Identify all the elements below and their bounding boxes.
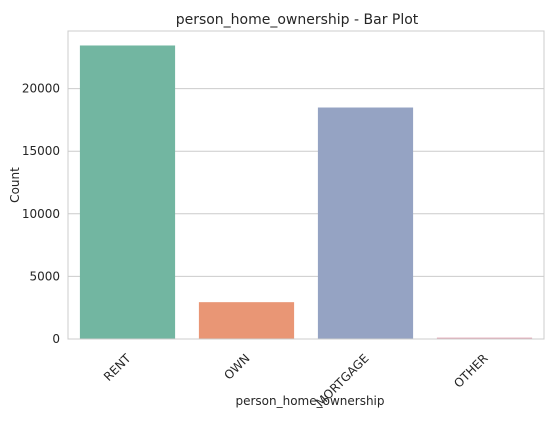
plot-frame — [67, 30, 545, 340]
chart-title: person_home_ownership - Bar Plot — [176, 12, 419, 28]
y-tick-label: 20000 — [22, 82, 60, 96]
x-axis-label: person_home_ownership — [235, 394, 384, 408]
bar-mortgage — [317, 107, 414, 339]
bars — [79, 45, 533, 339]
y-tick-labels: 0 5000 10000 15000 20000 — [22, 82, 60, 346]
y-tick-label: 5000 — [29, 269, 60, 283]
bar-other — [436, 337, 533, 339]
bar-rent — [79, 45, 176, 339]
x-tick-label: OWN — [221, 351, 252, 382]
bar-own — [198, 302, 295, 339]
y-tick-label: 15000 — [22, 144, 60, 158]
y-tick-label: 0 — [52, 332, 60, 346]
x-tick-label: OTHER — [451, 351, 490, 390]
y-axis-label: Count — [8, 167, 22, 203]
y-tick-label: 10000 — [22, 207, 60, 221]
x-tick-label: RENT — [101, 351, 134, 384]
